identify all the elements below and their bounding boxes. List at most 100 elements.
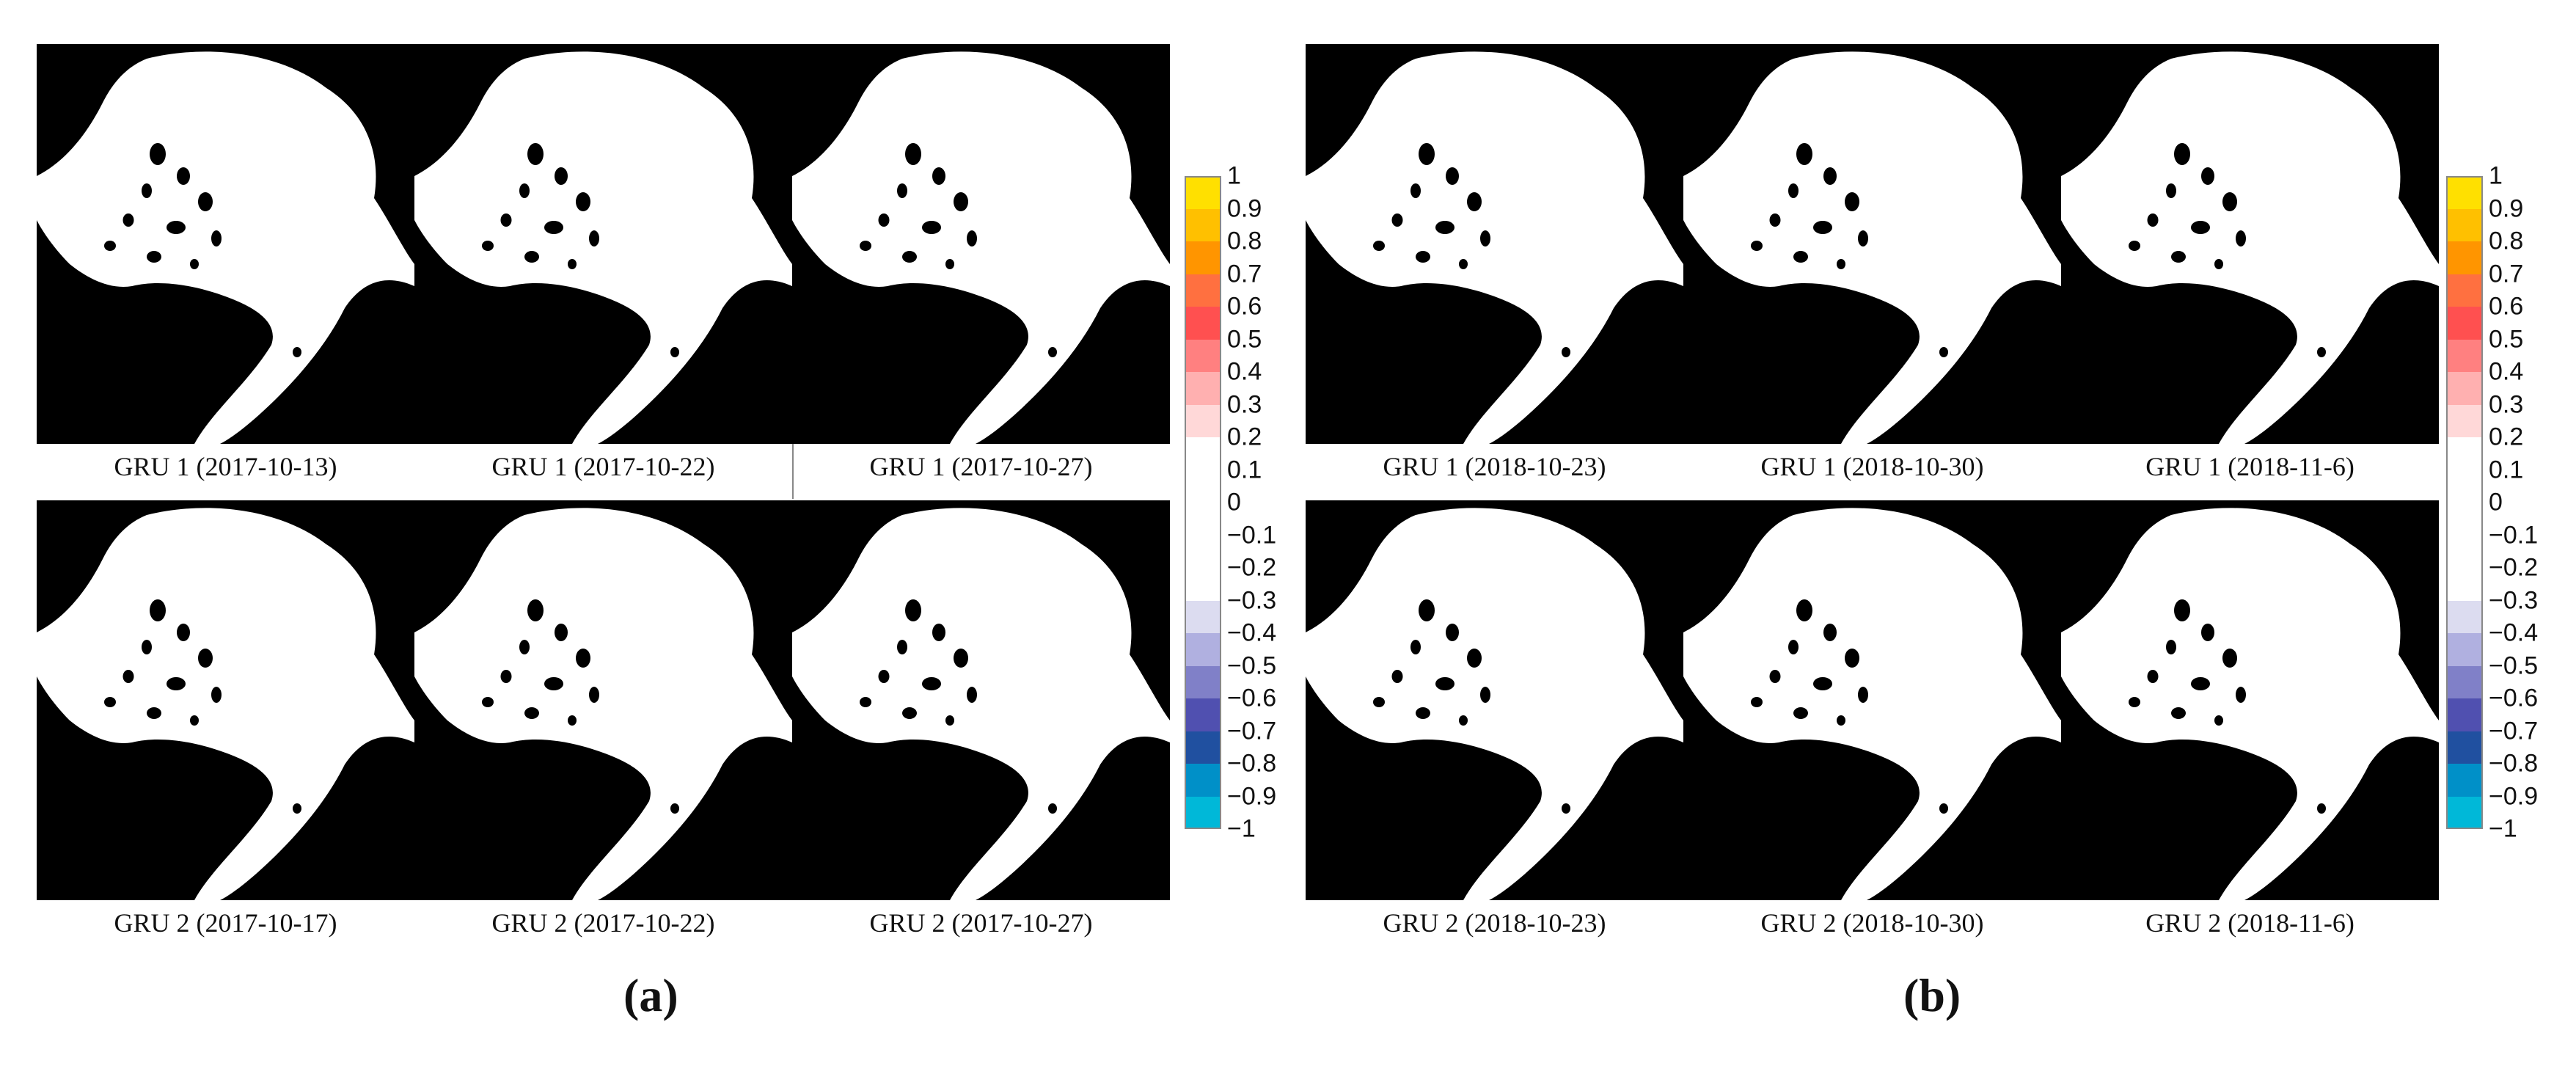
arctic-map	[792, 500, 1170, 900]
colorbar-segment	[2446, 404, 2483, 437]
colorbar-tick-label: −0.9	[2489, 782, 2539, 810]
colorbar-tick-label: −0.6	[1227, 684, 1277, 712]
colorbar-segment	[1185, 764, 1221, 797]
colorbar-tick-label: 0.4	[1227, 357, 1262, 386]
colorbar-tick-label: 0.5	[2489, 325, 2524, 353]
colorbar-segment	[2446, 307, 2483, 340]
colorbar-segment	[2446, 437, 2483, 470]
colorbar-tick-label: −0.7	[2489, 717, 2539, 745]
map-caption: GRU 2 (2018-10-23)	[1383, 908, 1606, 938]
colorbar-tick-label: 0.7	[2489, 260, 2524, 288]
colorbar-tick-label: 0.6	[1227, 292, 1262, 321]
colorbar-tick-label: −0.1	[2489, 521, 2539, 549]
colorbar-segment	[2446, 764, 2483, 797]
colorbar-segment	[2446, 208, 2483, 241]
map-caption: GRU 1 (2017-10-27)	[869, 452, 1093, 481]
map-cell: GRU 1 (2017-10-27)	[792, 44, 1170, 500]
colorbar-tick-label: −0.3	[1227, 586, 1277, 614]
arctic-basemap	[1683, 44, 2061, 444]
colorbar-tick-label: −0.2	[2489, 553, 2539, 582]
arctic-map	[792, 44, 1170, 444]
colorbar-segment	[1185, 241, 1221, 274]
map-caption: GRU 2 (2018-11-6)	[2145, 908, 2354, 938]
map-cell: GRU 1 (2018-10-23)	[1306, 44, 1683, 500]
colorbar-a: 1 0.9 0.8 0.7 0.6 0.5 0.4 0.3 0.2 0.1 0 −0.1 −0.2 −0.…	[1185, 162, 1276, 843]
colorbar-segment	[2446, 665, 2483, 698]
colorbar-tick-label: 0.2	[2489, 423, 2524, 451]
map-cell: GRU 2 (2017-10-22)	[414, 500, 792, 957]
arctic-basemap	[2061, 44, 2439, 444]
map-cell: GRU 2 (2018-10-23)	[1306, 500, 1683, 957]
colorbar-tick-label: 0.1	[2489, 456, 2524, 483]
colorbar-b: 1 0.9 0.8 0.7 0.6 0.5 0.4 0.3 0.2 0.1 0 −0.1 −0.2 −0.…	[2446, 162, 2538, 843]
colorbar-tick-label: 0.3	[1227, 390, 1262, 418]
colorbar-segment	[1185, 437, 1221, 470]
colorbar-segment	[1185, 503, 1221, 536]
colorbar-tick-label: 0.9	[1227, 194, 1262, 222]
panel-a: GRU 1 (2017-10-13) GRU 1 (2017-10-22) GR…	[37, 44, 1170, 957]
colorbar-segment	[2446, 633, 2483, 666]
map-caption: GRU 1 (2018-10-23)	[1383, 452, 1606, 481]
map-caption: GRU 2 (2017-10-22)	[491, 908, 715, 938]
colorbar-segment	[1185, 600, 1221, 633]
map-caption: GRU 2 (2017-10-27)	[869, 908, 1093, 938]
panel-label-a: (a)	[623, 969, 678, 1021]
colorbar-segment	[1185, 208, 1221, 241]
map-cell: GRU 2 (2018-11-6)	[2061, 500, 2439, 957]
map-cell: GRU 1 (2017-10-22)	[414, 44, 792, 500]
map-caption: GRU 1 (2018-11-6)	[2145, 452, 2354, 481]
colorbar-segment	[2446, 274, 2483, 307]
map-cell: GRU 2 (2017-10-27)	[792, 500, 1170, 957]
colorbar-segment	[2446, 568, 2483, 601]
colorbar-segment	[1185, 698, 1221, 731]
colorbar-tick-label: 0.9	[2489, 194, 2524, 222]
colorbar-tick-label: −0.6	[2489, 684, 2539, 712]
colorbar-segment	[2446, 176, 2483, 209]
colorbar-segment	[1185, 307, 1221, 340]
colorbar-segment	[2446, 731, 2483, 764]
arctic-basemap	[37, 44, 414, 444]
colorbar-tick-label: −0.4	[2489, 618, 2539, 647]
colorbar-segment	[2446, 698, 2483, 731]
colorbar-segment	[1185, 470, 1221, 503]
colorbar-tick-label: −0.8	[2489, 749, 2539, 778]
arctic-map	[1306, 500, 1683, 900]
colorbar-tick-label: −0.8	[1227, 749, 1277, 778]
arctic-map	[1306, 44, 1683, 444]
map-cell: GRU 2 (2017-10-17)	[37, 500, 414, 957]
colorbar-segment	[1185, 731, 1221, 764]
colorbar-tick-label: −0.3	[2489, 586, 2539, 614]
colorbar-tick-label: 0.1	[1227, 456, 1262, 483]
arctic-map	[414, 44, 792, 444]
arctic-basemap	[792, 44, 1170, 444]
panel-b: GRU 1 (2018-10-23) GRU 1 (2018-10-30) GR…	[1306, 44, 2439, 957]
map-cell: GRU 1 (2018-11-6)	[2061, 44, 2439, 500]
map-cell: GRU 1 (2018-10-30)	[1683, 44, 2061, 500]
map-caption: GRU 1 (2018-10-30)	[1760, 452, 1984, 481]
map-caption: GRU 2 (2017-10-17)	[114, 908, 337, 938]
colorbar-tick-label: −0.4	[1227, 618, 1277, 647]
colorbar-segment	[1185, 665, 1221, 698]
colorbar-segment	[2446, 796, 2483, 829]
colorbar-tick-label: 0.4	[2489, 357, 2524, 386]
colorbar-segment	[2446, 503, 2483, 536]
colorbar-segment	[1185, 176, 1221, 209]
colorbar-tick-label: −1	[1227, 814, 1256, 843]
arctic-map	[37, 500, 414, 900]
arctic-map	[1683, 44, 2061, 444]
colorbar-segment	[2446, 600, 2483, 633]
arctic-basemap	[792, 500, 1170, 900]
arctic-map	[414, 500, 792, 900]
arctic-basemap	[2061, 500, 2439, 900]
colorbar-tick-label: −0.5	[1227, 651, 1277, 679]
colorbar-segment	[1185, 535, 1221, 568]
colorbar-tick-label: −0.5	[2489, 651, 2539, 679]
colorbar-segment	[2446, 535, 2483, 568]
colorbar-tick-label: 0	[2489, 488, 2503, 516]
map-cell: GRU 2 (2018-10-30)	[1683, 500, 2061, 957]
arctic-map	[2061, 44, 2439, 444]
colorbar-tick-label: −0.9	[1227, 782, 1277, 810]
colorbar-segment	[1185, 568, 1221, 601]
arctic-basemap	[1683, 500, 2061, 900]
colorbar-tick-label: 0.5	[1227, 325, 1262, 353]
